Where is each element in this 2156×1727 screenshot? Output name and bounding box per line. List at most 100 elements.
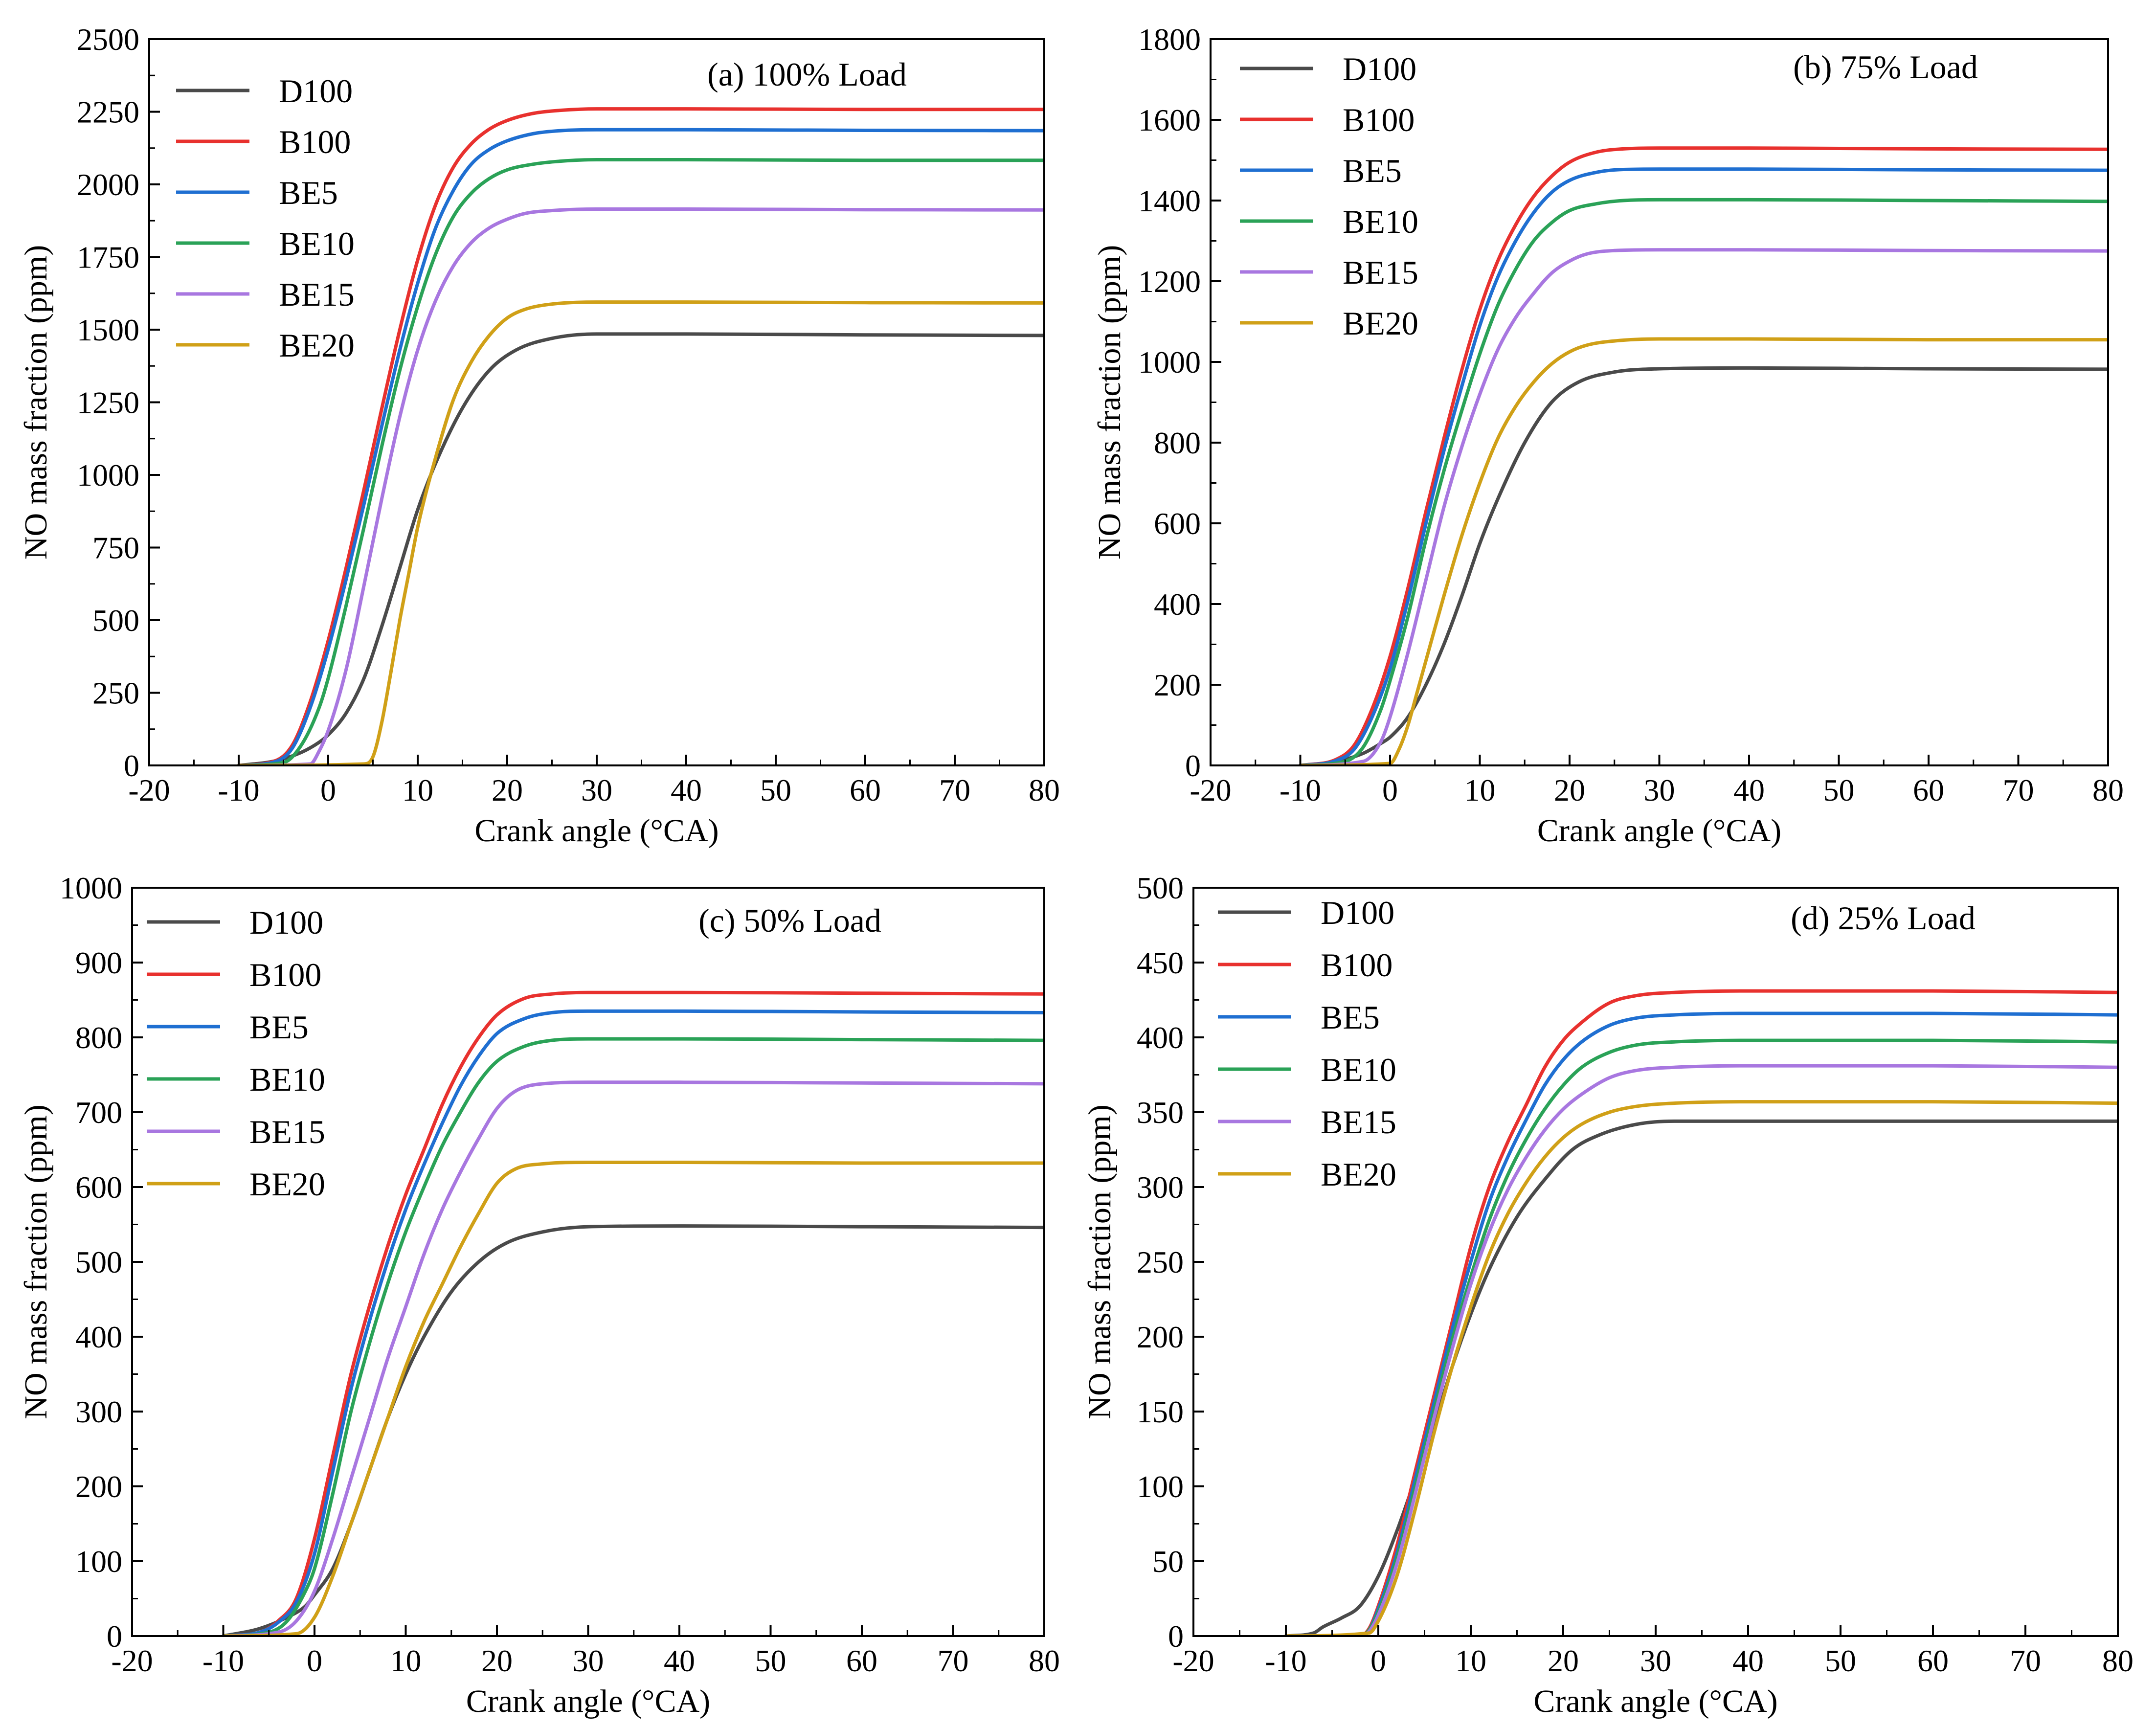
x-tick-label: 40	[1732, 1643, 1764, 1678]
x-tick-label: -20	[128, 773, 170, 807]
y-tick-label: 1800	[1138, 22, 1201, 57]
series-line-be20	[1284, 1100, 2118, 1636]
y-tick-label: 100	[75, 1544, 122, 1579]
x-tick-label: 40	[671, 773, 702, 807]
y-tick-label: 100	[1137, 1469, 1184, 1504]
panel-title: (d) 25% Load	[1791, 899, 1976, 937]
x-tick-label: 20	[492, 773, 523, 807]
x-tick-label: 0	[307, 1643, 322, 1678]
y-tick-label: 600	[75, 1170, 122, 1205]
x-tick-label: 20	[1554, 773, 1585, 807]
series-line-d100	[1284, 1119, 2118, 1636]
y-tick-label: 1250	[77, 385, 139, 420]
x-tick-label: 10	[1464, 773, 1496, 807]
x-tick-label: 70	[938, 1643, 969, 1678]
y-tick-label: 150	[1137, 1394, 1184, 1429]
y-tick-label: 400	[1137, 1020, 1184, 1055]
y-tick-label: 250	[1137, 1245, 1184, 1279]
x-tick-label: 50	[1823, 773, 1855, 807]
series-line-b100	[1299, 146, 2108, 765]
x-tick-label: 80	[2102, 1643, 2134, 1678]
x-tick-label: 30	[1644, 773, 1675, 807]
series-line-be5	[1284, 1011, 2118, 1636]
x-axis-title: Crank angle (°CA)	[474, 813, 719, 849]
x-tick-label: 10	[402, 773, 433, 807]
x-axis-title: Crank angle (°CA)	[1533, 1683, 1777, 1719]
legend: D100 B100 BE5 BE10 BE15 BE20	[176, 72, 355, 364]
legend-label-d100: D100	[279, 72, 353, 110]
legend-label-be10: BE10	[279, 225, 355, 262]
x-tick-label: 70	[2010, 1643, 2041, 1678]
y-axis-title: NO mass fraction (ppm)	[18, 1104, 54, 1419]
y-tick-label: 300	[1137, 1170, 1184, 1205]
legend-label-be5: BE5	[1321, 999, 1380, 1036]
y-tick-label: 450	[1137, 945, 1184, 980]
y-tick-label: 2500	[77, 22, 139, 57]
legend-label-b100: B100	[1321, 946, 1392, 984]
y-tick-label: 0	[124, 748, 139, 783]
series-line-be15	[1299, 248, 2108, 765]
y-tick-label: 300	[75, 1394, 122, 1429]
x-axis-title: Crank angle (°CA)	[466, 1683, 710, 1719]
y-tick-label: 1400	[1138, 183, 1201, 218]
legend-label-be20: BE20	[1321, 1156, 1396, 1193]
y-axis-title: NO mass fraction (ppm)	[18, 245, 54, 560]
y-tick-label: 1600	[1138, 103, 1201, 137]
x-tick-label: 40	[1733, 773, 1765, 807]
y-tick-label: 200	[75, 1469, 122, 1504]
legend-label-be5: BE5	[279, 174, 338, 211]
x-tick-label: -20	[111, 1643, 153, 1678]
x-tick-label: 70	[2003, 773, 2034, 807]
x-axis-title: Crank angle (°CA)	[1537, 813, 1781, 849]
x-tick-label: 10	[390, 1643, 422, 1678]
legend-label-be15: BE15	[249, 1113, 325, 1150]
y-tick-label: 1200	[1138, 264, 1201, 299]
x-tick-label: 80	[1029, 773, 1060, 807]
x-tick-label: 0	[1370, 1643, 1386, 1678]
legend: D100 B100 BE5 BE10 BE15 BE20	[147, 904, 325, 1203]
series-line-be15	[222, 1080, 1044, 1636]
series-line-be10	[1299, 198, 2108, 765]
chart-panel: -20 -10 0 10 20 30 40 50 60 70 80 0 50 100 150 200 250 30…	[1082, 871, 2134, 1719]
series-line-be10	[222, 1037, 1044, 1636]
y-tick-label: 0	[1168, 1619, 1184, 1654]
series-line-be20	[237, 300, 1044, 765]
legend-label-b100: B100	[279, 123, 351, 160]
x-tick-label: 50	[1825, 1643, 1856, 1678]
y-tick-label: 50	[1152, 1544, 1184, 1579]
series-line-d100	[1299, 366, 2108, 765]
legend-label-be15: BE15	[279, 276, 355, 313]
y-axis-title: NO mass fraction (ppm)	[1092, 245, 1127, 560]
legend-label-b100: B100	[1343, 101, 1415, 138]
legend-label-be5: BE5	[1343, 152, 1402, 189]
x-tick-label: -20	[1190, 773, 1231, 807]
series-line-be10	[1284, 1038, 2118, 1636]
series-line-be5	[1299, 167, 2108, 765]
y-tick-label: 600	[1154, 506, 1201, 541]
x-tick-label: 40	[664, 1643, 695, 1678]
series-line-b100	[222, 990, 1044, 1636]
chart-panel: -20 -10 0 10 20 30 40 50 60 70 80 0 250 500 750 1000 125…	[18, 22, 1060, 849]
y-tick-label: 700	[75, 1095, 122, 1130]
legend-label-be15: BE15	[1343, 254, 1418, 291]
x-tick-label: 30	[581, 773, 612, 807]
series-group	[1284, 989, 2118, 1636]
x-tick-label: 0	[1382, 773, 1398, 807]
legend-label-be5: BE5	[249, 1009, 309, 1046]
x-tick-label: -10	[1265, 1643, 1306, 1678]
y-tick-label: 1000	[1138, 345, 1201, 380]
y-tick-label: 0	[107, 1619, 122, 1654]
series-line-b100	[237, 107, 1044, 765]
legend-label-d100: D100	[1343, 50, 1416, 88]
series-line-be20	[1299, 337, 2108, 765]
legend-label-be20: BE20	[249, 1166, 325, 1203]
y-tick-label: 1000	[77, 458, 139, 493]
x-tick-label: -10	[202, 1643, 244, 1678]
y-tick-label: 1000	[60, 871, 122, 905]
chart-panel: -20 -10 0 10 20 30 40 50 60 70 8001002003004005006…	[18, 871, 1060, 1719]
legend-label-be20: BE20	[279, 327, 355, 364]
x-tick-label: -20	[1172, 1643, 1214, 1678]
y-tick-label: 800	[1154, 426, 1201, 460]
plot-frame	[131, 887, 1045, 1637]
